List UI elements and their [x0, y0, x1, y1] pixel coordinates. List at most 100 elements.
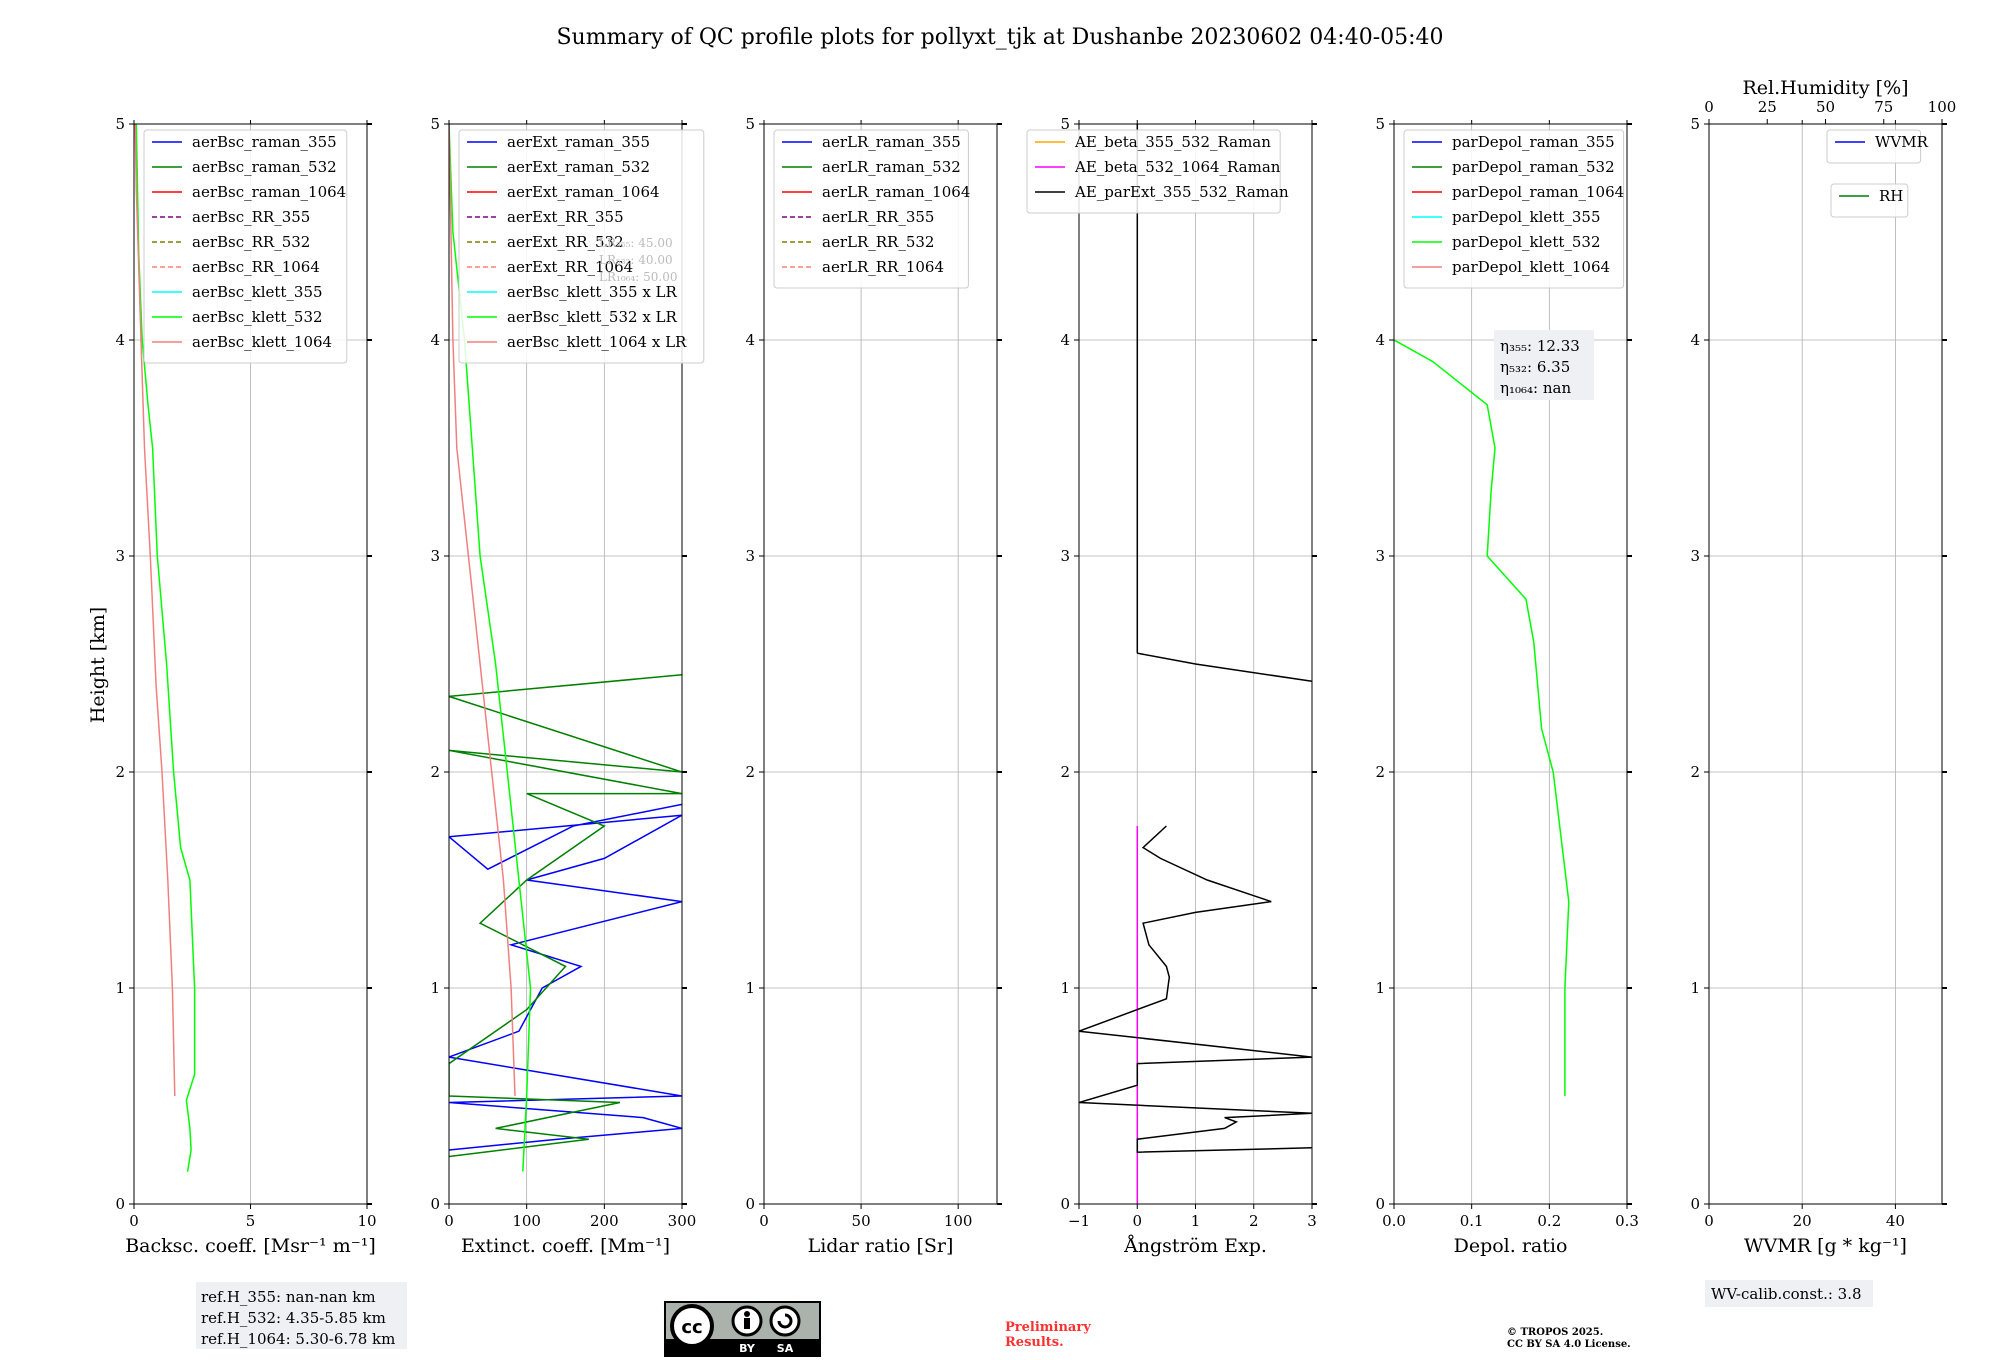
x-tick-label: 40	[1886, 1212, 1905, 1230]
refh-line-355: ref.H_355: nan-nan km	[201, 1288, 376, 1306]
series-aerExt_raman_532	[449, 674, 682, 1158]
x-tick-label: 0.2	[1537, 1212, 1561, 1230]
axes-frame	[448, 123, 683, 1205]
x-tick-label: 0.3	[1615, 1212, 1639, 1230]
x-tick-label: 200	[590, 1212, 619, 1230]
y-tick-label: 0	[1375, 1195, 1385, 1213]
legend-item: aerLR_RR_355	[822, 208, 934, 226]
legend-item: parDepol_klett_355	[1452, 208, 1601, 226]
legend-item: parDepol_klett_532	[1452, 233, 1601, 251]
legend-frame	[143, 129, 348, 364]
legend-item: aerBsc_RR_1064	[192, 258, 320, 276]
legend-item: aerLR_raman_532	[822, 158, 961, 176]
y-tick-label: 5	[1060, 115, 1070, 133]
x-tick-label: 2	[1249, 1212, 1259, 1230]
y-tick-label: 1	[1060, 979, 1070, 997]
y-tick-label: 2	[430, 763, 440, 781]
refh-line-1064: ref.H_1064: 5.30-6.78 km	[201, 1330, 395, 1348]
wv-calib-text: WV-calib.const.: 3.8	[1711, 1285, 1862, 1303]
x-tick-label: 0	[1704, 1212, 1714, 1230]
y-tick-label: 3	[1060, 547, 1070, 565]
figure-title: Summary of QC profile plots for pollyxt_…	[556, 25, 1443, 50]
y-tick-label: 3	[745, 547, 755, 565]
legend: aerExt_raman_355 aerExt_raman_532 aerExt_r…	[458, 129, 705, 364]
x-tick-label: 0	[129, 1212, 139, 1230]
panel-6: 0 20 40 0 1 2 3 4 5 WVMR [g * kg⁻¹] 0 25 50 75 100 Rel.…	[1690, 77, 1956, 1257]
top-x-tick-label: 50	[1816, 98, 1835, 116]
eta-line: η₁₀₆₄: nan	[1500, 379, 1571, 397]
y-tick-label: 3	[430, 547, 440, 565]
series-AE_parExt_355_532_Raman	[1079, 825, 1312, 1153]
y-tick-label: 1	[1690, 979, 1700, 997]
legend-item: aerLR_raman_355	[822, 133, 961, 151]
y-tick-label: 5	[430, 115, 440, 133]
x-tick-label: 100	[944, 1212, 973, 1230]
x-tick-label: 0	[444, 1212, 454, 1230]
preliminary-label-1: Preliminary	[1005, 1320, 1091, 1335]
top-x-tick-label: 75	[1874, 98, 1893, 116]
legend-item: WVMR	[1875, 133, 1929, 151]
series-AE_parExt_355_532_Raman_upper	[1137, 652, 1312, 683]
legend-item: aerBsc_klett_532	[192, 308, 323, 326]
eta-line: η₅₃₂: 6.35	[1500, 358, 1570, 376]
legend-wvmr: WVMR	[1826, 129, 1929, 164]
x-tick-label: 10	[357, 1212, 376, 1230]
legend-item: RH	[1879, 187, 1903, 205]
panel-1: 0 5 10 0 1 2 3 4 5 Backsc. coeff. [Msr⁻¹ m⁻¹] aerB…	[115, 115, 376, 1257]
legend-frame	[1826, 129, 1922, 164]
legend-item: aerBsc_RR_532	[192, 233, 310, 251]
series-aerExt_raman_355	[449, 803, 682, 1151]
series-aerBsc_klett_1064 x LR	[449, 124, 516, 1097]
y-tick-label: 1	[1375, 979, 1385, 997]
legend: aerBsc_raman_355 aerBsc_raman_532 aerBsc_r…	[143, 129, 348, 364]
legend-item: aerBsc_raman_355	[192, 133, 337, 151]
x-tick-label: 5	[246, 1212, 256, 1230]
legend-frame	[773, 129, 969, 289]
x-axis-label: Depol. ratio	[1454, 1235, 1568, 1257]
x-tick-label: 0.1	[1460, 1212, 1484, 1230]
sa-share-icon	[769, 1305, 801, 1337]
x-tick-label: 0	[1132, 1212, 1142, 1230]
x-axis-label: WVMR [g * kg⁻¹]	[1744, 1235, 1907, 1257]
legend: aerLR_raman_355 aerLR_raman_532 aerLR_rama…	[773, 129, 970, 289]
legend-item: AE_beta_532_1064_Raman	[1074, 158, 1281, 176]
legend-item: parDepol_raman_532	[1452, 158, 1615, 176]
y-tick-label: 2	[115, 763, 125, 781]
x-tick-label: 0.0	[1382, 1212, 1406, 1230]
y-tick-label: 4	[1060, 331, 1070, 349]
legend-frame	[1026, 129, 1281, 214]
y-tick-label: 1	[115, 979, 125, 997]
x-axis-label: Lidar ratio [Sr]	[808, 1235, 954, 1257]
y-tick-label: 0	[430, 1195, 440, 1213]
legend-item: aerBsc_klett_355	[192, 283, 323, 301]
lr-note: LR₁₀₆₄: 50.00	[599, 270, 677, 284]
legend-item: aerBsc_RR_355	[192, 208, 310, 226]
legend-item: aerBsc_klett_1064 x LR	[507, 333, 687, 351]
legend-item: aerBsc_klett_355 x LR	[507, 283, 678, 301]
y-tick-label: 4	[1375, 331, 1385, 349]
y-tick-label: 2	[1690, 763, 1700, 781]
top-x-tick-label: 100	[1928, 98, 1957, 116]
x-axis-label: Backsc. coeff. [Msr⁻¹ m⁻¹]	[125, 1235, 376, 1257]
y-tick-label: 1	[430, 979, 440, 997]
top-x-tick-label: 0	[1704, 98, 1714, 116]
y-tick-label: 2	[745, 763, 755, 781]
series-parDepol_klett_532	[1394, 339, 1570, 1096]
preliminary-label-2: Results.	[1005, 1335, 1064, 1350]
cc-license-badge: cc BY SA	[664, 1301, 821, 1357]
axes-frame	[763, 123, 998, 1205]
legend-frame	[1830, 183, 1909, 218]
legend-item: aerBsc_klett_532 x LR	[507, 308, 678, 326]
y-tick-label: 4	[1690, 331, 1700, 349]
cc-sa-label: SA	[777, 1342, 794, 1355]
axes-frame	[1393, 123, 1628, 1205]
x-axis-label: Extinct. coeff. [Mm⁻¹]	[461, 1235, 670, 1257]
series-aerBsc_klett_1064	[134, 124, 176, 1097]
cc-logo-icon	[670, 1304, 714, 1348]
y-tick-label: 5	[1690, 115, 1700, 133]
legend-item: aerLR_RR_532	[822, 233, 934, 251]
cc-by-label: BY	[739, 1342, 756, 1355]
legend-item: parDepol_raman_355	[1452, 133, 1615, 151]
